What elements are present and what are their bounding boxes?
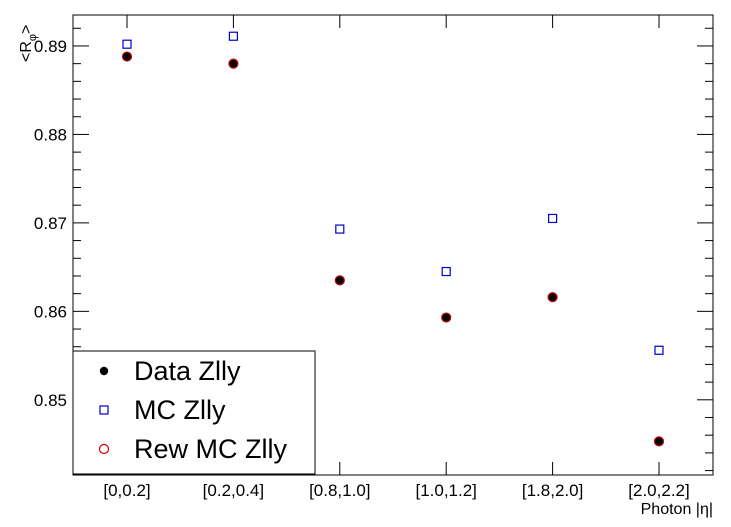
y-tick-label: 0.87 xyxy=(34,214,67,233)
y-tick-label: 0.89 xyxy=(34,37,67,56)
legend-box xyxy=(72,350,316,475)
y-axis-title: <Rφ> xyxy=(18,25,39,62)
y-axis-title-end: > xyxy=(18,25,35,34)
series-1 xyxy=(122,31,664,355)
x-tick-label: [0,0.2] xyxy=(103,481,150,500)
x-tick-label: [0.8,1.0] xyxy=(309,481,370,500)
y-axis-title-main: <R xyxy=(18,41,35,62)
x-tick-label: [0.2,0.4] xyxy=(203,481,264,500)
y-tick-label: 0.86 xyxy=(34,302,67,321)
legend: Data Zlly MC Zlly Rew MC Zlly xyxy=(72,350,316,475)
y-tick-label: 0.85 xyxy=(34,391,67,410)
data-point xyxy=(654,437,664,446)
legend-marker xyxy=(99,366,109,376)
data-point xyxy=(547,292,558,303)
legend-label: Data Zlly xyxy=(134,356,241,386)
y-axis-title-sub: φ xyxy=(27,34,39,41)
data-point xyxy=(228,31,238,41)
plot-frame xyxy=(72,14,714,476)
legend-marker xyxy=(98,443,110,455)
series-2 xyxy=(121,51,665,447)
data-point xyxy=(548,292,557,302)
data-point xyxy=(547,213,558,224)
y-axis-tick-labels: 0.85 0.86 0.87 0.88 0.89 xyxy=(34,37,67,410)
legend-label: Rew MC Zlly xyxy=(134,434,287,464)
data-point xyxy=(653,436,665,447)
y-tick-label: 0.88 xyxy=(34,125,67,144)
x-tick-label: [1.0,1.2] xyxy=(415,481,476,500)
legend-marker xyxy=(99,405,109,415)
data-point xyxy=(442,313,451,322)
data-point xyxy=(335,276,344,285)
series-0 xyxy=(122,52,664,446)
data-point xyxy=(654,345,664,355)
x-axis-tick-labels: [0,0.2] [0.2,0.4] [0.8,1.0] [1.0,1.2] [1.8,2… xyxy=(103,481,689,500)
data-point xyxy=(441,312,452,323)
data-point xyxy=(334,275,345,286)
data-point xyxy=(122,39,132,49)
data-point xyxy=(122,52,132,61)
x-tick-label: [1.8,2.0] xyxy=(522,481,583,500)
data-point xyxy=(441,266,451,277)
legend-label: MC Zlly xyxy=(134,395,226,425)
data-points xyxy=(121,31,665,447)
data-point xyxy=(335,224,345,234)
x-axis-title: Photon |η| xyxy=(641,501,713,518)
data-point xyxy=(229,59,238,68)
data-point xyxy=(121,51,133,62)
data-point xyxy=(228,58,239,69)
x-tick-label: [2.0,2.2] xyxy=(628,481,689,500)
